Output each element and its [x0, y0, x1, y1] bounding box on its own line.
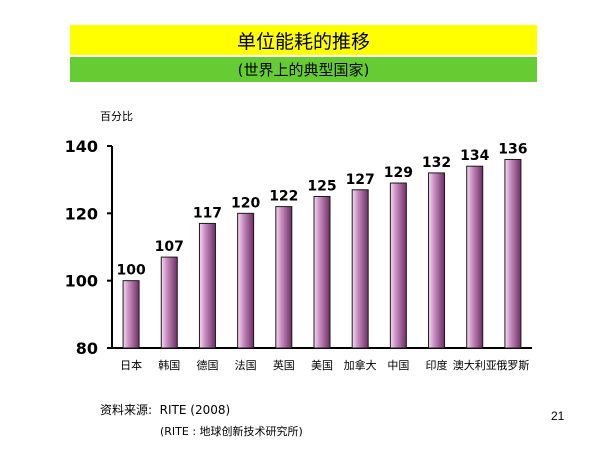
data-label: 107 [155, 239, 184, 255]
data-label: 125 [307, 179, 336, 195]
bar [351, 189, 369, 349]
y-tick-label: 120 [65, 204, 98, 223]
x-tick-label: 俄罗斯 [496, 359, 529, 372]
bar [428, 172, 446, 349]
page-number: 21 [551, 409, 565, 423]
y-axis-label: 百分比 [100, 110, 133, 123]
bar [313, 196, 331, 349]
bar [504, 158, 522, 349]
y-tick-label: 100 [65, 272, 98, 291]
data-label: 136 [498, 141, 527, 157]
data-label: 117 [193, 205, 222, 221]
data-label: 132 [422, 155, 451, 171]
y-tick-label: 80 [76, 339, 98, 358]
x-tick-label: 印度 [426, 358, 448, 372]
x-tick-label: 德国 [196, 358, 218, 372]
slide-subtitle-text: (世界上的典型国家) [237, 61, 370, 79]
x-tick-label: 韩国 [158, 358, 180, 372]
x-tick-label: 中国 [387, 359, 409, 372]
slide-title: 单位能耗的推移 [70, 25, 537, 55]
bar [160, 256, 178, 349]
source-note: (RITE : 地球创新技术研究所) [160, 425, 303, 438]
data-label: 120 [231, 195, 260, 211]
data-label: 134 [460, 148, 489, 164]
data-label: 127 [346, 172, 375, 188]
data-label: 129 [384, 165, 413, 181]
bar [122, 280, 140, 349]
data-label: 122 [269, 189, 298, 205]
x-tick-label: 法国 [235, 358, 257, 372]
x-tick-label: 加拿大 [344, 358, 377, 372]
x-tick-label: 日本 [120, 358, 142, 372]
bar [389, 182, 407, 349]
x-tick-label: 英国 [273, 358, 295, 372]
slide-subtitle: (世界上的典型国家) [70, 57, 537, 82]
bar [466, 165, 484, 349]
x-tick-label: 澳大利亚 [453, 358, 497, 372]
x-tick-label: 美国 [311, 359, 333, 372]
y-tick-label: 140 [65, 137, 98, 156]
bar [275, 206, 293, 349]
bar [198, 222, 216, 349]
source-text: 资料来源: RITE (2008) [100, 403, 231, 417]
bar [237, 212, 255, 349]
slide-title-text: 单位能耗的推移 [236, 30, 370, 53]
data-label: 100 [116, 263, 145, 279]
